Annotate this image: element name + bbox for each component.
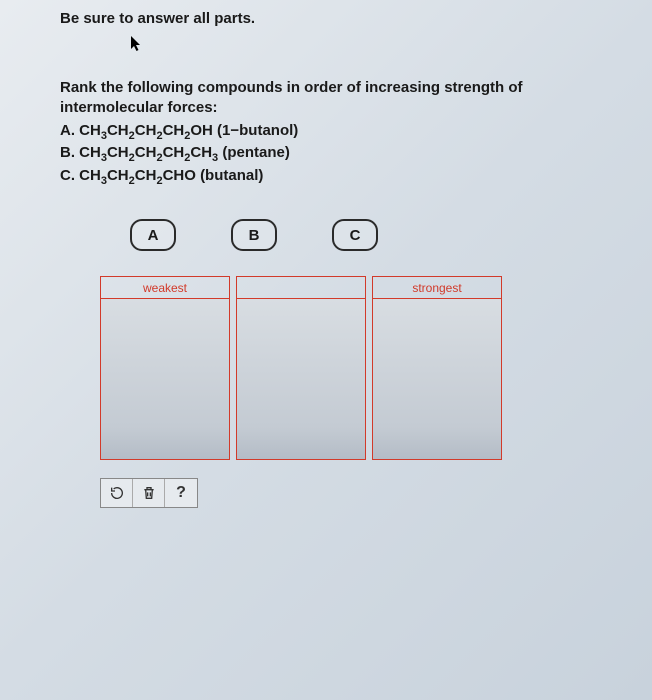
dropzone-label: weakest [101, 277, 229, 299]
option-b: B. CH3CH2CH2CH2CH3 (pentane) [60, 143, 612, 166]
option-letter: B. [60, 144, 75, 161]
question-block: Rank the following compounds in order of… [60, 78, 612, 189]
trash-icon [141, 485, 157, 501]
option-formula: CH3CH2CH2CH2CH3 [79, 144, 222, 161]
dropzone-middle[interactable] [236, 276, 366, 460]
option-c: C. CH3CH2CH2CHO (butanal) [60, 166, 612, 189]
cursor-icon [130, 35, 612, 58]
question-stem: Rank the following compounds in order of… [60, 78, 612, 119]
option-letter: C. [60, 167, 75, 184]
option-name: (1−butanol) [217, 122, 298, 139]
chip-b[interactable]: B [231, 219, 277, 251]
dropzone-container: weakest strongest [100, 276, 612, 460]
dropzone-body[interactable] [373, 299, 501, 459]
dropzone-label: strongest [373, 277, 501, 299]
page-root: Be sure to answer all parts. Rank the fo… [0, 0, 652, 528]
option-a: A. CH3CH2CH2CH2OH (1−butanol) [60, 121, 612, 144]
dropzone-body[interactable] [101, 299, 229, 459]
option-formula: CH3CH2CH2CHO [79, 167, 200, 184]
option-formula: CH3CH2CH2CH2OH [79, 122, 217, 139]
delete-button[interactable] [133, 479, 165, 507]
chip-c[interactable]: C [332, 219, 378, 251]
dropzone-body[interactable] [237, 299, 365, 459]
option-name: (pentane) [222, 144, 290, 161]
toolbar: ? [100, 478, 198, 508]
dropzone-strongest[interactable]: strongest [372, 276, 502, 460]
dropzone-weakest[interactable]: weakest [100, 276, 230, 460]
chip-a[interactable]: A [130, 219, 176, 251]
reset-button[interactable] [101, 479, 133, 507]
option-letter: A. [60, 122, 75, 139]
option-name: (butanal) [200, 167, 263, 184]
chip-row: A B C [130, 219, 612, 251]
instruction-text: Be sure to answer all parts. [60, 10, 612, 27]
reset-icon [109, 485, 125, 501]
dropzone-label [237, 277, 365, 299]
help-button[interactable]: ? [165, 479, 197, 507]
